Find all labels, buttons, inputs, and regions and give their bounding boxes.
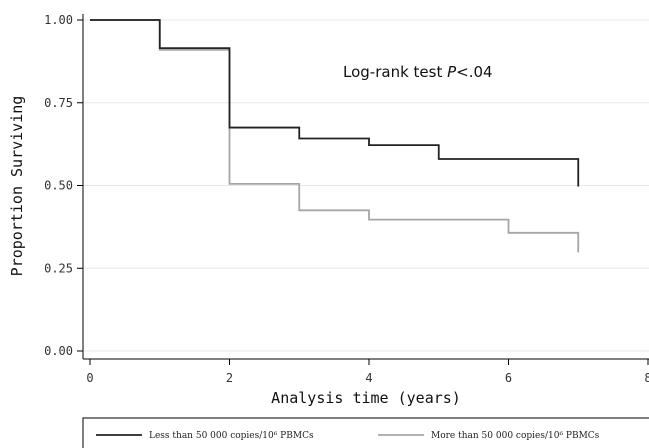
annotation-prefix: Log-rank test xyxy=(343,63,447,81)
annotation-p: P xyxy=(447,63,457,81)
axes xyxy=(82,14,649,360)
series-line-more xyxy=(90,19,580,253)
series-lines xyxy=(90,19,580,253)
annotation-suffix: <.04 xyxy=(456,63,492,81)
x-tick-label: 4 xyxy=(365,371,372,385)
series-line-less xyxy=(90,19,580,187)
grid-lines xyxy=(84,19,649,352)
y-tick-label: 0.75 xyxy=(44,96,73,110)
y-tick-label: 0.00 xyxy=(44,344,73,358)
x-tick-label: 0 xyxy=(86,371,93,385)
y-tick-label: 0.50 xyxy=(44,179,73,193)
y-tick-label: 0.25 xyxy=(44,261,73,275)
legend: Less than 50 000 copies/10⁶ PBMCs More t… xyxy=(82,417,649,448)
log-rank-annotation: Log-rank test P<.04 xyxy=(343,63,493,81)
legend-label-less: Less than 50 000 copies/10⁶ PBMCs xyxy=(149,431,314,441)
y-tick-label: 1.00 xyxy=(44,13,73,27)
legend-label-more: More than 50 000 copies/10⁶ PBMCs xyxy=(431,431,600,441)
x-tick-label: 2 xyxy=(226,371,233,385)
x-axis-title: Analysis time (years) xyxy=(271,389,461,407)
axis-ticks: 0.00 0.25 0.50 0.75 1.00 0 2 4 6 8 xyxy=(44,13,649,385)
legend-box xyxy=(82,417,649,448)
x-tick-label: 6 xyxy=(505,371,512,385)
y-axis-title: Proportion Surviving xyxy=(8,96,26,277)
x-tick-label: 8 xyxy=(644,371,649,385)
